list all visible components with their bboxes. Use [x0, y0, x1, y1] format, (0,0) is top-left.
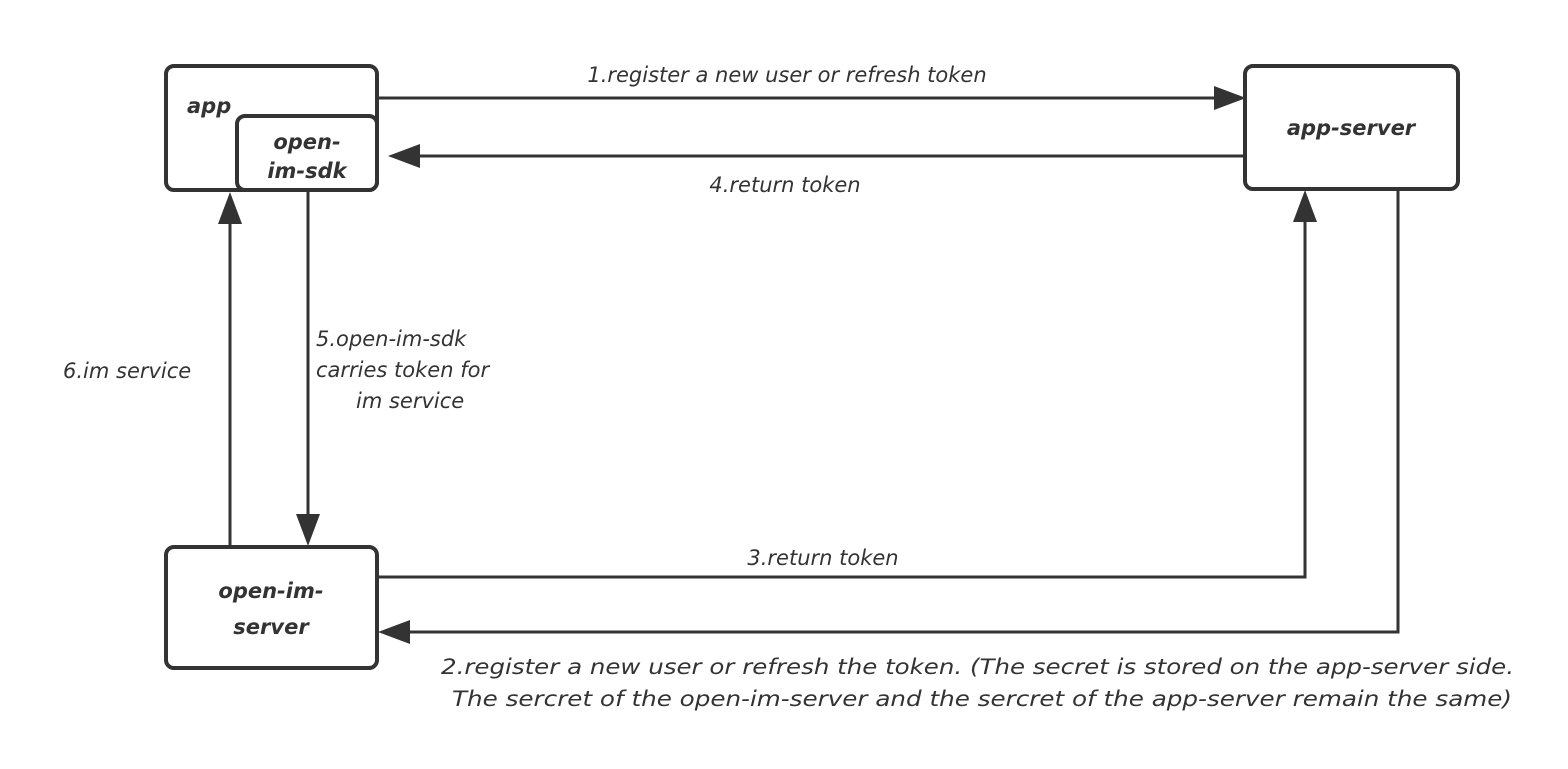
edge-5-label-2: carries token for [316, 358, 490, 382]
node-app-server-label: app-server [1287, 116, 1417, 140]
node-sdk-label-2: im-sdk [267, 159, 348, 183]
arrowhead [218, 192, 242, 224]
edge-1-register [377, 86, 1246, 110]
edge-2-register [378, 189, 1400, 644]
edge-3-return-token [377, 190, 1317, 579]
node-sdk-label-1: open- [273, 130, 340, 154]
arrowhead [1293, 190, 1317, 222]
edge-6-label: 6.im service [63, 359, 191, 383]
edge-5-label-1: 5.open-im-sdk [316, 327, 467, 351]
edge-6-im-service [218, 192, 242, 547]
node-app-server: app-server [1243, 64, 1460, 191]
node-open-im-sdk: open- im-sdk [235, 114, 379, 192]
node-open-im-server: open-im- server [164, 545, 379, 670]
edge-2-label-2: The sercret of the open-im-server and th… [452, 687, 1512, 711]
node-im-server-label-2: server [233, 615, 310, 639]
edge-1-label: 1.register a new user or refresh token [587, 63, 986, 87]
edge-5-sdk-to-server [296, 190, 320, 546]
edge-2-label-1: 2.register a new user or refresh the tok… [441, 655, 1514, 679]
arrowhead [296, 514, 320, 546]
edge-4-label: 4.return token [709, 173, 860, 197]
arrowhead [1214, 86, 1246, 110]
edge-5-label-3: im service [356, 389, 464, 413]
node-im-server-label-1: open-im- [218, 579, 323, 603]
arrowhead [378, 620, 410, 644]
arrowhead [388, 144, 420, 168]
node-app-label: app [187, 94, 231, 118]
edge-4-return-token [388, 144, 1245, 168]
edge-3-label: 3.return token [747, 546, 898, 570]
